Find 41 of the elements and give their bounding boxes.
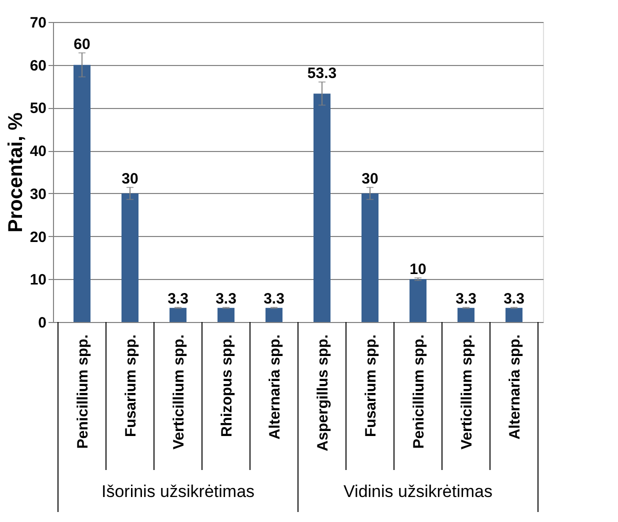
y-tick-label: 40 — [30, 143, 46, 160]
y-tick-label: 0 — [38, 314, 46, 332]
bar — [122, 193, 138, 322]
text: Išorinis užsikrėtimas — [101, 482, 255, 501]
y-tick-label: 60 — [30, 57, 46, 74]
y-tick-label: 50 — [30, 100, 46, 118]
x-tick-label: Fusarium spp. — [362, 334, 380, 438]
bar — [314, 94, 330, 322]
data-label: 3.3 — [456, 290, 476, 308]
bar — [218, 308, 234, 322]
y-tick-label: 70 — [30, 14, 46, 32]
bar — [506, 308, 522, 322]
bar — [410, 279, 426, 322]
x-tick-label: Verticillium spp. — [170, 334, 188, 450]
x-tick-label: Alternaria spp. — [266, 334, 284, 440]
x-tick-label: Penicillium spp. — [410, 334, 428, 449]
text: Vidinis užsikrėtimas — [344, 482, 492, 501]
data-label: 10 — [410, 260, 426, 278]
data-label: 30 — [122, 170, 138, 188]
data-label: 3.3 — [264, 290, 284, 308]
bar — [458, 308, 474, 322]
x-tick-label: Aspergillus spp. — [314, 334, 332, 452]
data-label: 3.3 — [216, 290, 236, 308]
data-label: 3.3 — [504, 290, 524, 308]
y-tick-label: 20 — [30, 228, 46, 246]
bar — [362, 193, 378, 322]
bar — [74, 64, 90, 322]
x-tick-label: Fusarium spp. — [122, 334, 140, 438]
data-label: 60 — [74, 36, 90, 53]
y-axis-title: Procentai, % — [4, 112, 27, 233]
x-tick-label: Alternaria spp. — [506, 334, 524, 440]
y-tick-label: 30 — [30, 186, 46, 203]
bar — [170, 308, 186, 322]
x-tick-label: Penicillium spp. — [74, 334, 92, 449]
x-tick-label: Rhizopus spp. — [218, 334, 236, 437]
x-tick-label: Verticillium spp. — [458, 334, 476, 450]
data-label: 3.3 — [168, 290, 188, 308]
bar — [266, 308, 282, 322]
data-label: 30 — [362, 170, 378, 188]
y-tick-label: 10 — [30, 272, 46, 289]
data-label: 53.3 — [307, 65, 337, 82]
